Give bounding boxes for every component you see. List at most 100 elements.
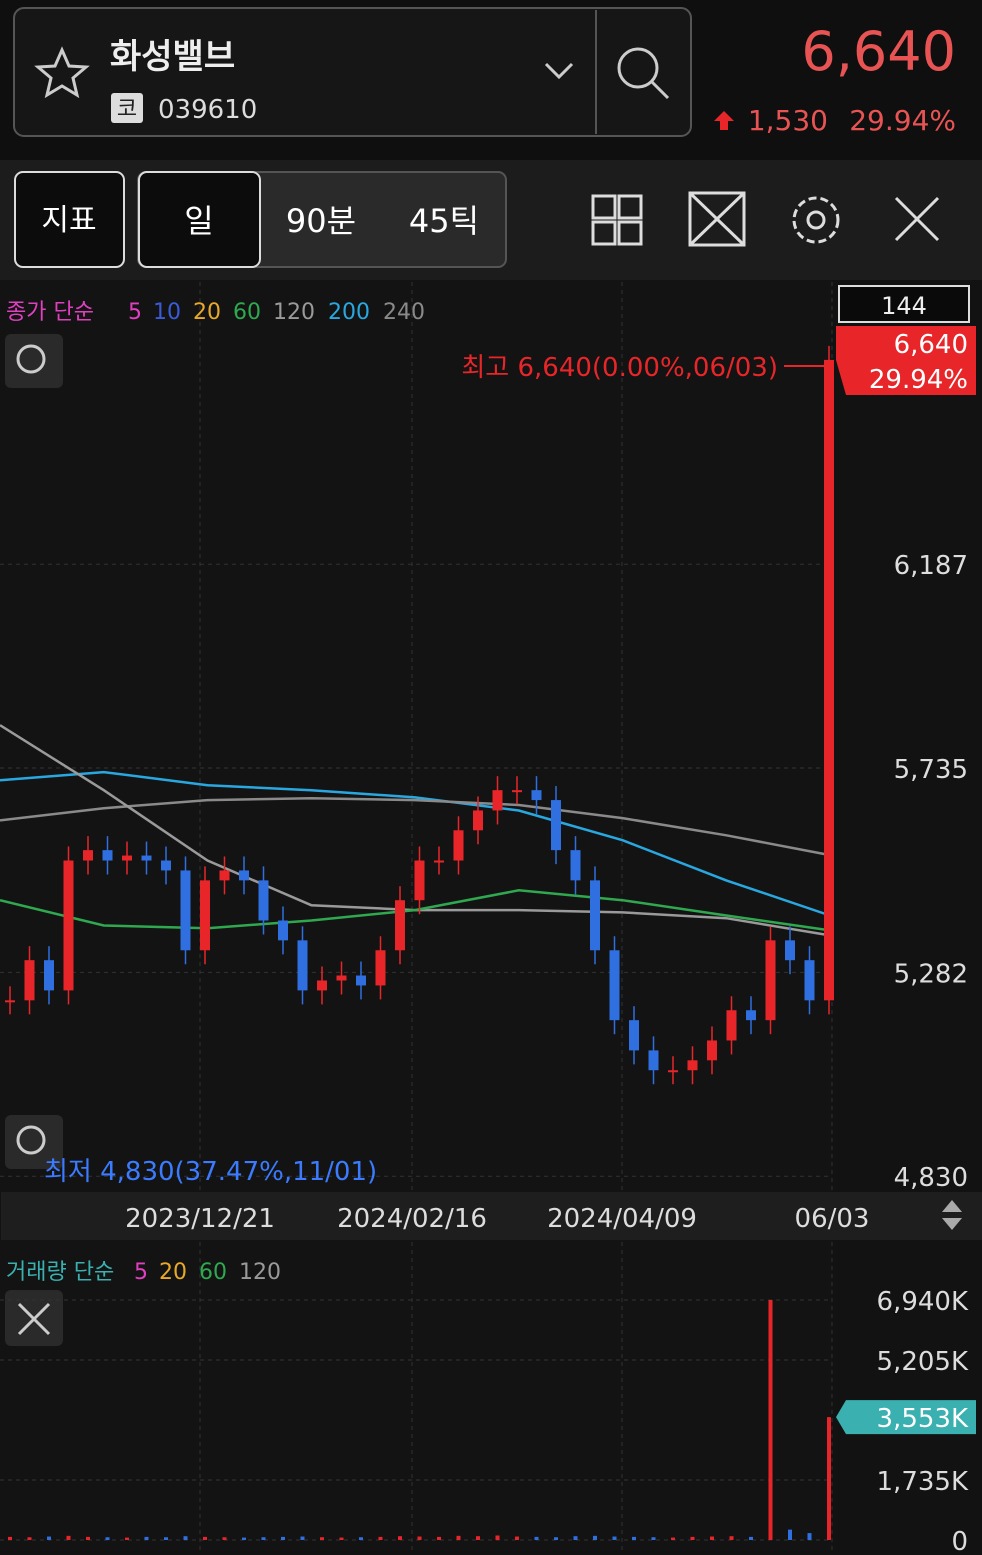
toolbar-icons [591, 191, 940, 247]
candle [414, 860, 425, 901]
candle [336, 975, 347, 981]
volume-bar [339, 1537, 344, 1540]
candle [746, 1010, 756, 1021]
dropdown[interactable] [544, 62, 574, 80]
volume-bar [27, 1537, 32, 1540]
moving-average [0, 770, 831, 917]
stock-code: 039610 [158, 95, 257, 125]
current-volume-tag [836, 1400, 976, 1435]
volume-bar [261, 1537, 266, 1540]
volume-bar [164, 1537, 168, 1540]
y-tick-label: 5,735 [894, 755, 968, 785]
y-tick-label: 4,830 [894, 1163, 968, 1193]
period-day[interactable] [138, 171, 261, 268]
volume-bar [534, 1536, 539, 1540]
candle [180, 870, 191, 951]
y-tick-label: 0 [951, 1527, 968, 1551]
change-pct: 29.94% [849, 104, 956, 137]
last-pct: 29.94% [869, 365, 968, 395]
volume-bar [437, 1536, 441, 1540]
zoom-in-icon [16, 344, 46, 374]
volume-bar [417, 1536, 422, 1540]
y-tick-label: 6,187 [894, 551, 968, 581]
candle [765, 940, 776, 1021]
volume-bar [183, 1536, 188, 1540]
volume-bar [515, 1536, 519, 1540]
period-label[interactable]: 90분 [286, 202, 356, 240]
candle [356, 975, 366, 986]
candle [375, 950, 386, 986]
scroll-up[interactable] [942, 1200, 962, 1212]
candle [317, 980, 327, 991]
stock-selector[interactable] [13, 7, 692, 137]
volume-bar [242, 1537, 246, 1540]
volume-bar [612, 1536, 617, 1540]
search[interactable] [617, 47, 659, 89]
high-annotation: 최고 6,640(0.00%,06/03) [461, 353, 778, 383]
candle [258, 880, 269, 921]
close-icon [17, 1302, 51, 1336]
expand-icon[interactable] [688, 191, 746, 247]
volume-bar [222, 1537, 227, 1540]
favorite-star[interactable] [34, 46, 90, 99]
candle [24, 960, 35, 1001]
candle [395, 900, 405, 951]
volume-bar [671, 1537, 675, 1540]
ma-legend: 120 [273, 300, 315, 325]
volume-bar [690, 1536, 695, 1540]
settings-icon[interactable] [792, 196, 840, 244]
volume-bar [788, 1529, 792, 1540]
price: 6,640 [801, 20, 956, 83]
y-tick-label: 1,735K [877, 1467, 969, 1497]
candle [278, 920, 288, 941]
volume-bar [807, 1533, 812, 1540]
market-badge [111, 93, 143, 123]
candle [239, 870, 249, 881]
expand-line [688, 191, 746, 247]
candle [785, 940, 795, 961]
ma-legend: 240 [383, 300, 425, 325]
volume-bar [320, 1537, 324, 1540]
volume-bar [710, 1536, 714, 1540]
indicator-button[interactable] [14, 171, 125, 268]
layout-icon [617, 194, 643, 220]
layout-icon[interactable] [591, 194, 617, 220]
date-label: 2023/12/21 [125, 1204, 275, 1234]
low-annotation: 최저 4,830(37.47%,11/01) [44, 1157, 377, 1187]
candle [687, 1060, 698, 1071]
period-label[interactable]: 45틱 [409, 202, 479, 240]
volume-bar [749, 1536, 753, 1540]
volume-bar [768, 1300, 773, 1540]
scroll-down[interactable] [942, 1218, 962, 1230]
ma-legend: 200 [328, 300, 370, 325]
price-plot [0, 280, 832, 1192]
volume-plot [0, 1240, 832, 1551]
candle [102, 850, 113, 861]
candle [141, 855, 152, 861]
candle [570, 850, 581, 881]
volume-bar [554, 1537, 558, 1540]
market: 코 [117, 97, 137, 122]
indicator-label: 지표 [41, 203, 96, 238]
candle [629, 1020, 639, 1051]
layout-icon [591, 220, 617, 246]
y-tick-label: 5,205K [877, 1347, 969, 1377]
volume-bar [300, 1536, 305, 1540]
y-tick-label: 6,940K [877, 1287, 969, 1317]
period-label: 일 [184, 202, 213, 240]
volume-bar [203, 1536, 207, 1540]
volume-bar [573, 1536, 578, 1540]
volume-bar [651, 1537, 656, 1540]
ma-legend: 20 [159, 1260, 187, 1285]
ma-legend: 60 [199, 1260, 227, 1285]
ma-legend: 10 [153, 300, 181, 325]
candle [83, 850, 93, 861]
candle [531, 790, 542, 801]
date-label: 2024/02/16 [337, 1204, 487, 1234]
zoom-out[interactable] [5, 1115, 63, 1169]
zoom-in[interactable] [5, 334, 63, 388]
last-price-tag [836, 326, 976, 395]
volume-bar [378, 1536, 383, 1540]
search-handle [650, 80, 670, 100]
